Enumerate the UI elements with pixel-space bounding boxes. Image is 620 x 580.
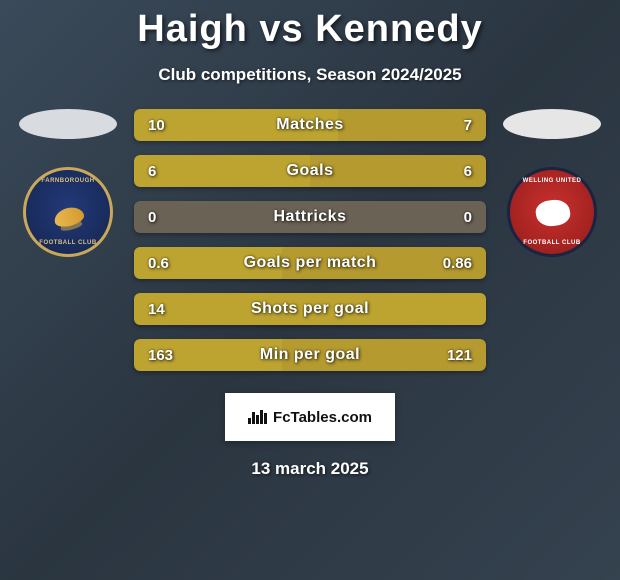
- left-side: FARNBOROUGH FOOTBALL CLUB: [8, 109, 128, 371]
- crest-text-top: FARNBOROUGH: [26, 178, 110, 184]
- stat-row: 10Matches7: [134, 109, 486, 141]
- stat-row: 6Goals6: [134, 155, 486, 187]
- stat-name: Goals per match: [134, 254, 486, 272]
- crest-text-top: WELLING UNITED: [510, 178, 594, 184]
- stat-value-right: 7: [464, 117, 486, 134]
- stat-value-right: 6: [464, 163, 486, 180]
- bars-icon: [248, 410, 267, 424]
- stat-row: 163Min per goal121: [134, 339, 486, 371]
- stat-row: 0.6Goals per match0.86: [134, 247, 486, 279]
- crest-text-bottom: FOOTBALL CLUB: [510, 240, 594, 246]
- right-side: WELLING UNITED FOOTBALL CLUB: [492, 109, 612, 371]
- stat-value-right: 121: [447, 347, 486, 364]
- page-title: Haigh vs Kennedy: [0, 0, 620, 51]
- left-player-photo: [19, 109, 117, 139]
- crest-text-bottom: FOOTBALL CLUB: [26, 240, 110, 246]
- date-label: 13 march 2025: [0, 459, 620, 479]
- comparison-content: FARNBOROUGH FOOTBALL CLUB 10Matches76Goa…: [0, 109, 620, 371]
- stat-name: Min per goal: [134, 346, 486, 364]
- right-player-photo: [503, 109, 601, 139]
- left-club-crest: FARNBOROUGH FOOTBALL CLUB: [23, 167, 113, 257]
- stat-row: 0Hattricks0: [134, 201, 486, 233]
- stat-row: 14Shots per goal: [134, 293, 486, 325]
- attribution-badge: FcTables.com: [225, 393, 395, 441]
- stat-name: Goals: [134, 162, 486, 180]
- stats-container: 10Matches7 6Goals6 0Hattricks0 0.6Goals per…: [128, 109, 492, 371]
- stat-value-right: 0.86: [443, 255, 486, 272]
- stat-name: Hattricks: [134, 208, 486, 226]
- attribution-text: FcTables.com: [273, 409, 372, 426]
- stat-name: Matches: [134, 116, 486, 134]
- stat-value-right: 0: [464, 209, 486, 226]
- stat-name: Shots per goal: [134, 300, 486, 318]
- subtitle: Club competitions, Season 2024/2025: [0, 65, 620, 85]
- right-club-crest: WELLING UNITED FOOTBALL CLUB: [507, 167, 597, 257]
